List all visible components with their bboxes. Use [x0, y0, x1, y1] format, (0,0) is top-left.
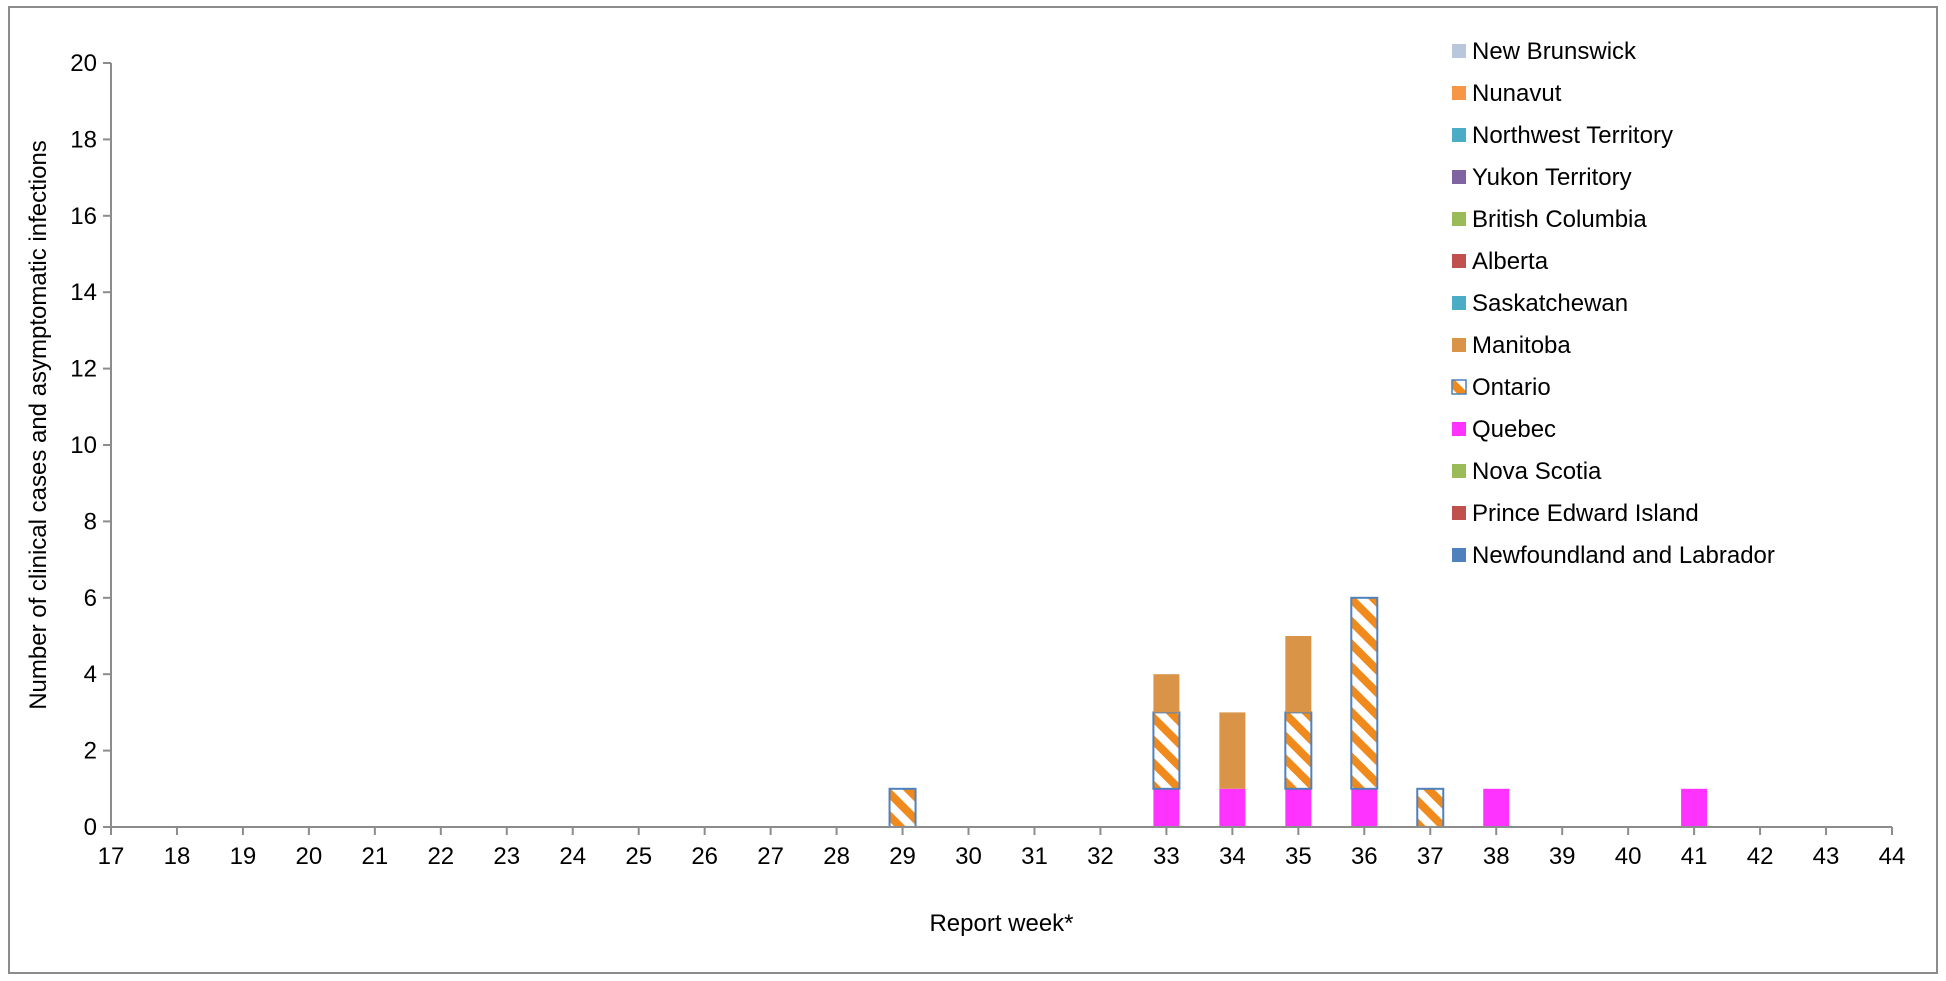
legend-label: New Brunswick	[1472, 38, 1637, 65]
x-tick-label: 24	[559, 843, 586, 870]
y-tick-label: 20	[70, 50, 97, 77]
legend-label: Alberta	[1472, 248, 1549, 275]
legend-label: Nova Scotia	[1472, 458, 1602, 485]
bar-segment-quebec-week-36	[1351, 788, 1378, 827]
x-tick-label: 32	[1087, 843, 1114, 870]
x-tick-label: 23	[493, 843, 520, 870]
bar-segment-quebec-week-35	[1285, 788, 1312, 827]
legend-swatch	[1452, 44, 1466, 58]
bars	[888, 596, 1708, 828]
x-tick-label: 27	[757, 843, 784, 870]
legend-item-newfoundland-and-labrador: Newfoundland and Labrador	[1452, 542, 1775, 569]
legend-swatch	[1452, 254, 1466, 268]
y-axis-title: Number of clinical cases and asymptomati…	[25, 140, 52, 710]
x-tick-label: 36	[1351, 843, 1378, 870]
legend-swatch	[1452, 296, 1466, 310]
x-tick-label: 38	[1483, 843, 1510, 870]
legend-label: Prince Edward Island	[1472, 500, 1699, 527]
x-axis-title: Report week*	[929, 910, 1073, 937]
legend-item-ontario: Ontario	[1451, 374, 1551, 401]
x-tick-label: 29	[889, 843, 916, 870]
legend-item-british-columbia: British Columbia	[1452, 206, 1647, 233]
legend-label: Manitoba	[1472, 332, 1571, 359]
chart-frame	[8, 6, 1938, 974]
bar-segment-ontario-week-37	[1416, 787, 1445, 828]
y-tick-label: 2	[84, 738, 97, 765]
legend-item-nunavut: Nunavut	[1452, 80, 1562, 107]
bar-segment-quebec-week-41	[1681, 788, 1708, 827]
x-tick-label: 33	[1153, 843, 1180, 870]
x-tick-label: 25	[625, 843, 652, 870]
x-tick-label: 42	[1747, 843, 1774, 870]
x-tick-label: 40	[1615, 843, 1642, 870]
y-tick-label: 0	[84, 814, 97, 841]
y-tick-label: 8	[84, 508, 97, 535]
y-tick-label: 6	[84, 585, 97, 612]
x-tick-label: 22	[427, 843, 454, 870]
bar-segment-quebec-week-33	[1153, 788, 1180, 827]
x-tick-label: 21	[362, 843, 389, 870]
x-tick-label: 41	[1681, 843, 1708, 870]
legend: New Brunswick Nunavut Northwest Territory Y…	[1451, 38, 1775, 569]
x-tick-label: 31	[1021, 843, 1048, 870]
x-tick-label: 39	[1549, 843, 1576, 870]
legend-swatch	[1452, 128, 1466, 142]
x-tick-label: 34	[1219, 843, 1246, 870]
legend-label: Newfoundland and Labrador	[1472, 542, 1775, 569]
x-tick-label: 37	[1417, 843, 1444, 870]
x-tick-label: 19	[230, 843, 257, 870]
legend-swatch	[1452, 464, 1466, 478]
bar-segment-ontario-week-29	[888, 787, 917, 828]
legend-swatch	[1452, 170, 1466, 184]
y-tick-label: 12	[70, 356, 97, 383]
y-tick-label: 10	[70, 432, 97, 459]
legend-item-quebec: Quebec	[1452, 416, 1556, 443]
y-tick-label: 16	[70, 203, 97, 230]
legend-label: Nunavut	[1472, 80, 1562, 107]
y-tick-label: 4	[84, 661, 97, 688]
bar-segment-manitoba-week-33	[1153, 674, 1180, 713]
legend-label: British Columbia	[1472, 206, 1647, 233]
legend-item-alberta: Alberta	[1452, 248, 1549, 275]
x-tick-label: 28	[823, 843, 850, 870]
x-tick-label: 26	[691, 843, 718, 870]
legend-swatch	[1452, 212, 1466, 226]
legend-item-nova-scotia: Nova Scotia	[1452, 458, 1602, 485]
legend-item-manitoba: Manitoba	[1452, 332, 1571, 359]
y-tick-label: 18	[70, 126, 97, 153]
legend-item-northwest-territory: Northwest Territory	[1452, 122, 1673, 149]
legend-swatch	[1452, 86, 1466, 100]
legend-item-saskatchewan: Saskatchewan	[1452, 290, 1628, 317]
legend-label: Northwest Territory	[1472, 122, 1673, 149]
legend-swatch	[1452, 548, 1466, 562]
bar-segment-manitoba-week-34	[1219, 712, 1246, 789]
x-tick-label: 35	[1285, 843, 1312, 870]
bar-segment-quebec-week-34	[1219, 788, 1246, 827]
legend-label: Yukon Territory	[1472, 164, 1632, 191]
x-tick-label: 30	[955, 843, 982, 870]
legend-item-prince-edward-island: Prince Edward Island	[1452, 500, 1699, 527]
bar-segment-ontario-week-36	[1350, 596, 1379, 790]
x-tick-label: 17	[98, 843, 125, 870]
legend-item-new-brunswick: New Brunswick	[1452, 38, 1637, 65]
bar-segment-manitoba-week-35	[1285, 636, 1312, 713]
x-tick-label: 44	[1879, 843, 1906, 870]
bar-segment-ontario-week-35	[1284, 711, 1313, 790]
bar-segment-quebec-week-38	[1483, 788, 1510, 827]
legend-swatch	[1452, 338, 1466, 352]
x-tick-label: 18	[164, 843, 191, 870]
legend-label: Quebec	[1472, 416, 1556, 443]
legend-label: Saskatchewan	[1472, 290, 1628, 317]
legend-swatch	[1452, 506, 1466, 520]
legend-label: Ontario	[1472, 374, 1551, 401]
legend-swatch	[1452, 422, 1466, 436]
legend-swatch	[1451, 379, 1467, 395]
y-tick-label: 14	[70, 279, 97, 306]
x-tick-label: 43	[1813, 843, 1840, 870]
bar-segment-ontario-week-33	[1152, 711, 1181, 790]
x-tick-label: 20	[296, 843, 323, 870]
legend-item-yukon-territory: Yukon Territory	[1452, 164, 1632, 191]
